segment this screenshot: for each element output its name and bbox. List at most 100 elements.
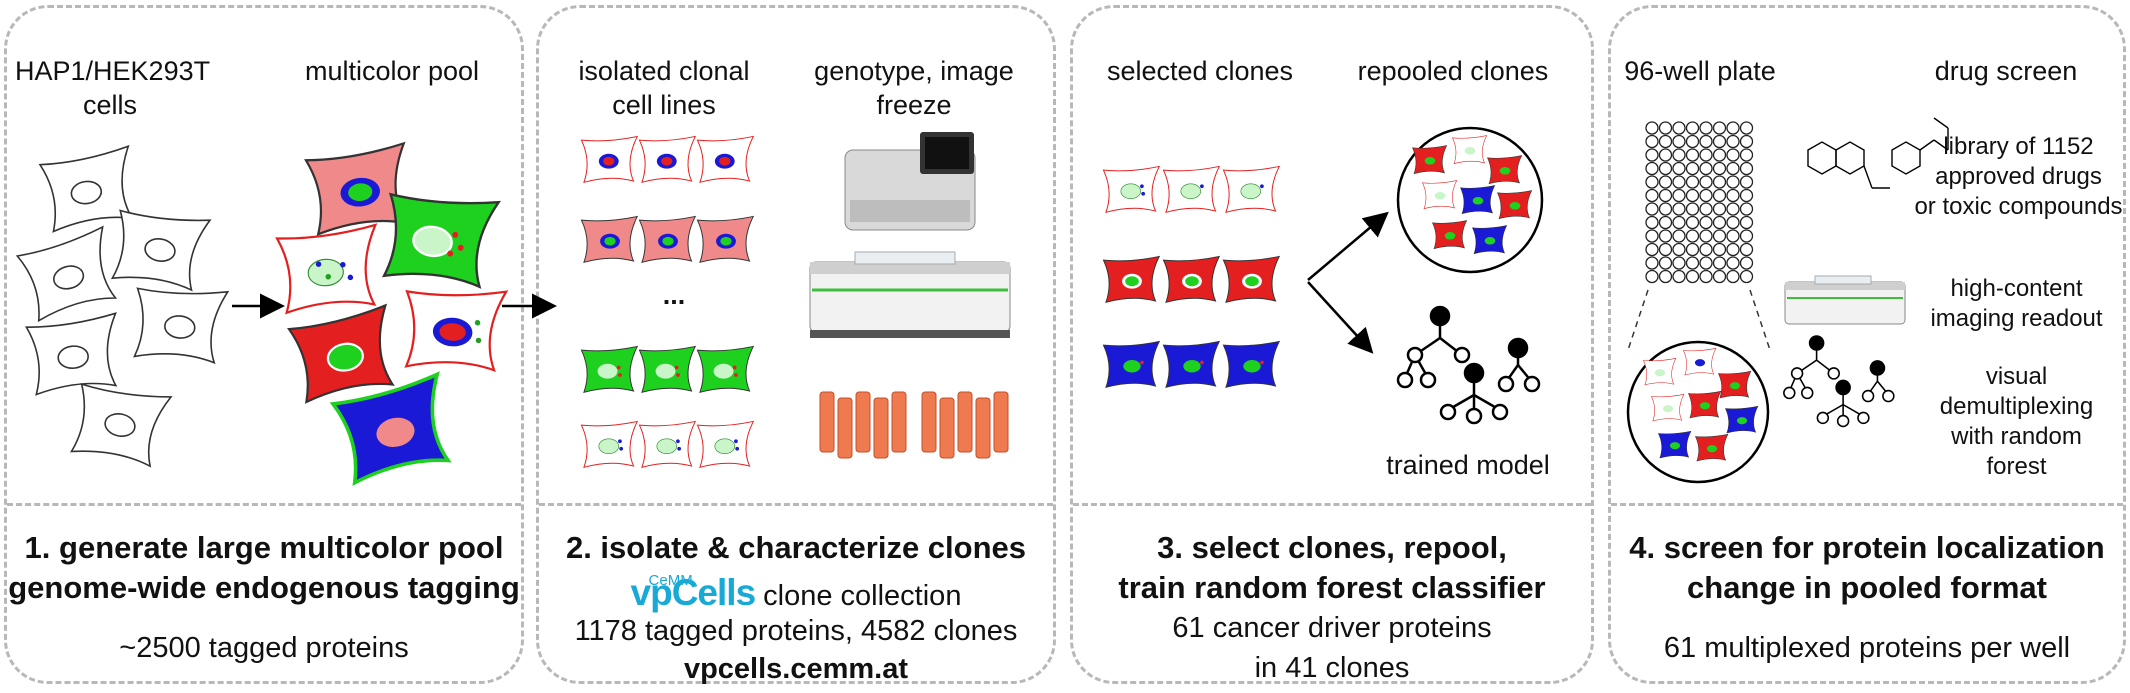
- well: [1645, 175, 1659, 189]
- panel-isolate-clones: isolated clonal cell lines genotype, ima…: [536, 5, 1056, 685]
- panel-title: 4. screen for protein localization chang…: [1629, 530, 2105, 605]
- well: [1726, 269, 1740, 284]
- well: [1658, 175, 1673, 189]
- sequencer-icon: [844, 132, 976, 231]
- well: [1699, 134, 1713, 149]
- well: [1658, 188, 1673, 203]
- well: [1645, 229, 1659, 243]
- vpcells-logo: CeMM vpCells: [631, 572, 757, 616]
- well: [1739, 121, 1754, 135]
- well: [1726, 148, 1740, 162]
- cryotubes-icon: [819, 391, 1009, 459]
- well: [1645, 242, 1659, 257]
- well: [1712, 121, 1727, 135]
- well: [1672, 188, 1686, 203]
- well: [1645, 256, 1659, 270]
- label-repooled-clones: repooled clones: [1357, 56, 1549, 86]
- well: [1658, 121, 1673, 135]
- well: [1739, 256, 1754, 270]
- well: [1658, 215, 1673, 230]
- well: [1726, 161, 1740, 176]
- well: [1645, 161, 1659, 176]
- well: [1739, 215, 1754, 230]
- arrow-to-model: [1307, 281, 1374, 354]
- well: [1712, 134, 1727, 149]
- well: [1685, 269, 1700, 284]
- vpcells-row: CeMM vpCells clone collection: [539, 572, 1053, 616]
- label-trained-model: trained model: [1386, 450, 1550, 480]
- clone-collection-text: clone collection: [763, 580, 962, 612]
- well: [1699, 229, 1713, 243]
- well: [1645, 188, 1659, 203]
- well: [1685, 161, 1700, 176]
- well: [1645, 148, 1659, 162]
- panel-divider: [1611, 503, 2123, 506]
- panel-stats: 1178 tagged proteins, 4582 clones: [574, 615, 1018, 647]
- well: [1739, 202, 1754, 216]
- well: [1685, 215, 1700, 230]
- well: [1672, 148, 1686, 162]
- label-genotype-image: genotype, image freeze: [814, 56, 1014, 120]
- well: [1739, 148, 1754, 162]
- panel-divider: [539, 503, 1053, 506]
- well: [1739, 161, 1754, 176]
- well: [1685, 256, 1700, 270]
- well: [1699, 188, 1713, 203]
- well: [1658, 229, 1673, 243]
- well: [1645, 202, 1659, 216]
- panel-subtitle: 61 multiplexed proteins per well: [1663, 632, 2071, 664]
- well: [1739, 242, 1754, 257]
- well: [1658, 161, 1673, 176]
- well: [1699, 269, 1713, 284]
- well: [1712, 202, 1727, 216]
- well: [1672, 161, 1686, 176]
- well: [1685, 202, 1700, 216]
- well: [1672, 242, 1686, 257]
- random-forest-icon: [1396, 305, 1541, 425]
- well: [1645, 269, 1659, 284]
- well: [1658, 134, 1673, 149]
- well: [1672, 202, 1686, 216]
- well: [1712, 148, 1727, 162]
- well: [1712, 242, 1727, 257]
- well: [1712, 188, 1727, 203]
- panel-generate-pool: HAP1/HEK293T cells multicolor pool 1. ge…: [4, 5, 524, 684]
- well-plate-icon: [1645, 121, 1754, 284]
- well: [1658, 148, 1673, 162]
- well: [1739, 269, 1754, 284]
- well: [1672, 256, 1686, 270]
- pooled-well-circle: [1626, 340, 1770, 484]
- well: [1672, 175, 1686, 189]
- molecule-icon: [1807, 117, 1949, 189]
- imaging-readout-icon: [1784, 275, 1906, 325]
- well: [1739, 175, 1754, 189]
- well: [1699, 202, 1713, 216]
- well: [1712, 269, 1727, 284]
- well: [1685, 148, 1700, 162]
- well: [1685, 175, 1700, 189]
- well: [1699, 242, 1713, 257]
- well: [1645, 215, 1659, 230]
- well: [1739, 134, 1754, 149]
- well: [1685, 134, 1700, 149]
- label-isolated-clonal: isolated clonal cell lines: [578, 56, 750, 120]
- panel-title: 1. generate large multicolor pool genome…: [8, 530, 520, 605]
- well: [1685, 121, 1700, 135]
- well: [1672, 229, 1686, 243]
- well: [1658, 242, 1673, 257]
- well: [1658, 269, 1673, 284]
- well: [1699, 256, 1713, 270]
- label-library: library of 1152 approved drugs or toxic …: [1914, 133, 2123, 220]
- label-demultiplexing: visual demultiplexing with random forest: [1939, 363, 2094, 480]
- well: [1712, 229, 1727, 243]
- imaging-machine-icon: [809, 251, 1011, 338]
- well: [1712, 161, 1727, 176]
- well: [1699, 175, 1713, 189]
- well: [1672, 215, 1686, 230]
- well: [1699, 215, 1713, 230]
- well: [1672, 134, 1686, 149]
- well: [1726, 175, 1740, 189]
- vpcells-url[interactable]: vpcells.cemm.at: [683, 653, 909, 685]
- well: [1699, 121, 1713, 135]
